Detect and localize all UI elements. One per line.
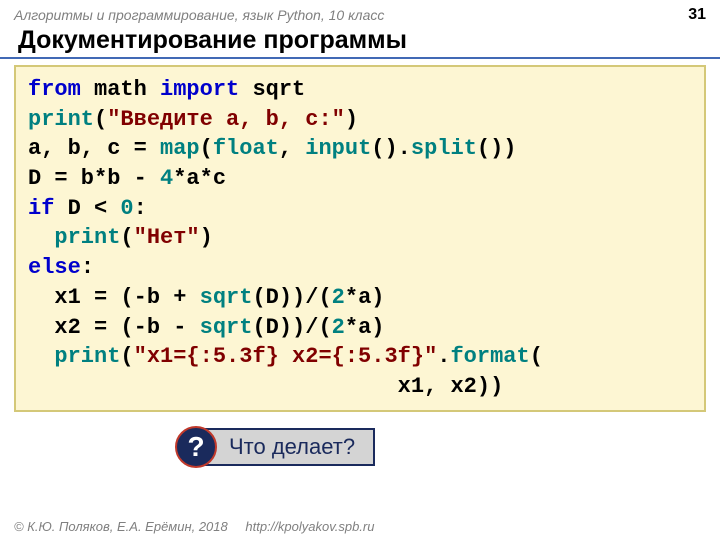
code-token: map (160, 136, 200, 161)
code-token: sqrt (200, 285, 253, 310)
code-token: *a) (345, 315, 385, 340)
code-token: sqrt (239, 77, 305, 102)
code-token: x2 = (-b - (28, 315, 200, 340)
code-token (28, 344, 54, 369)
slide-footer: © К.Ю. Поляков, Е.А. Ерёмин, 2018 http:/… (14, 519, 374, 534)
question-text: Что делает? (205, 428, 375, 466)
slide-title: Документирование программы (0, 26, 720, 59)
code-token: . (437, 344, 450, 369)
code-token: sqrt (200, 315, 253, 340)
code-token: if (28, 196, 54, 221)
code-token: 0 (120, 196, 133, 221)
code-token: *a) (345, 285, 385, 310)
code-token: (D))/( (252, 315, 331, 340)
code-token: split (411, 136, 477, 161)
code-token: , (279, 136, 305, 161)
code-token: : (134, 196, 147, 221)
code-token: "Введите a, b, c:" (107, 107, 345, 132)
code-token: D < (54, 196, 120, 221)
code-token: (). (371, 136, 411, 161)
code-token: (D))/( (252, 285, 331, 310)
code-token: ()) (477, 136, 517, 161)
code-token: a, b, c = (28, 136, 160, 161)
code-token: "x1={:5.3f} x2={:5.3f}" (134, 344, 438, 369)
breadcrumb: Алгоритмы и программирование, язык Pytho… (14, 7, 384, 23)
code-token: math (81, 77, 160, 102)
code-token: float (213, 136, 279, 161)
code-token: 4 (160, 166, 173, 191)
question-callout: ? Что делает? (0, 426, 720, 468)
code-token: *a*c (173, 166, 226, 191)
code-token: ) (200, 225, 213, 250)
code-token: : (81, 255, 94, 280)
copyright-text: © К.Ю. Поляков, Е.А. Ерёмин, 2018 (14, 519, 228, 534)
code-token: "Нет" (134, 225, 200, 250)
code-token: ( (530, 344, 543, 369)
page-number: 31 (688, 6, 706, 24)
code-token: format (450, 344, 529, 369)
code-token: print (28, 107, 94, 132)
code-block: from math import sqrt print("Введите a, … (14, 65, 706, 412)
code-token: ( (120, 344, 133, 369)
code-token: ) (345, 107, 358, 132)
code-token: x1 = (-b + (28, 285, 200, 310)
code-token: ( (120, 225, 133, 250)
code-token: ( (200, 136, 213, 161)
code-token: input (305, 136, 371, 161)
footer-url: http://kpolyakov.spb.ru (245, 519, 374, 534)
code-token: x1, x2)) (28, 374, 503, 399)
code-token: 2 (332, 315, 345, 340)
question-icon: ? (175, 426, 217, 468)
code-token: print (54, 225, 120, 250)
code-token: D = b*b - (28, 166, 160, 191)
code-token: 2 (332, 285, 345, 310)
code-token: print (54, 344, 120, 369)
code-token: import (160, 77, 239, 102)
slide-header: Алгоритмы и программирование, язык Pytho… (0, 0, 720, 26)
code-token (28, 225, 54, 250)
code-token: else (28, 255, 81, 280)
code-token: ( (94, 107, 107, 132)
code-token: from (28, 77, 81, 102)
